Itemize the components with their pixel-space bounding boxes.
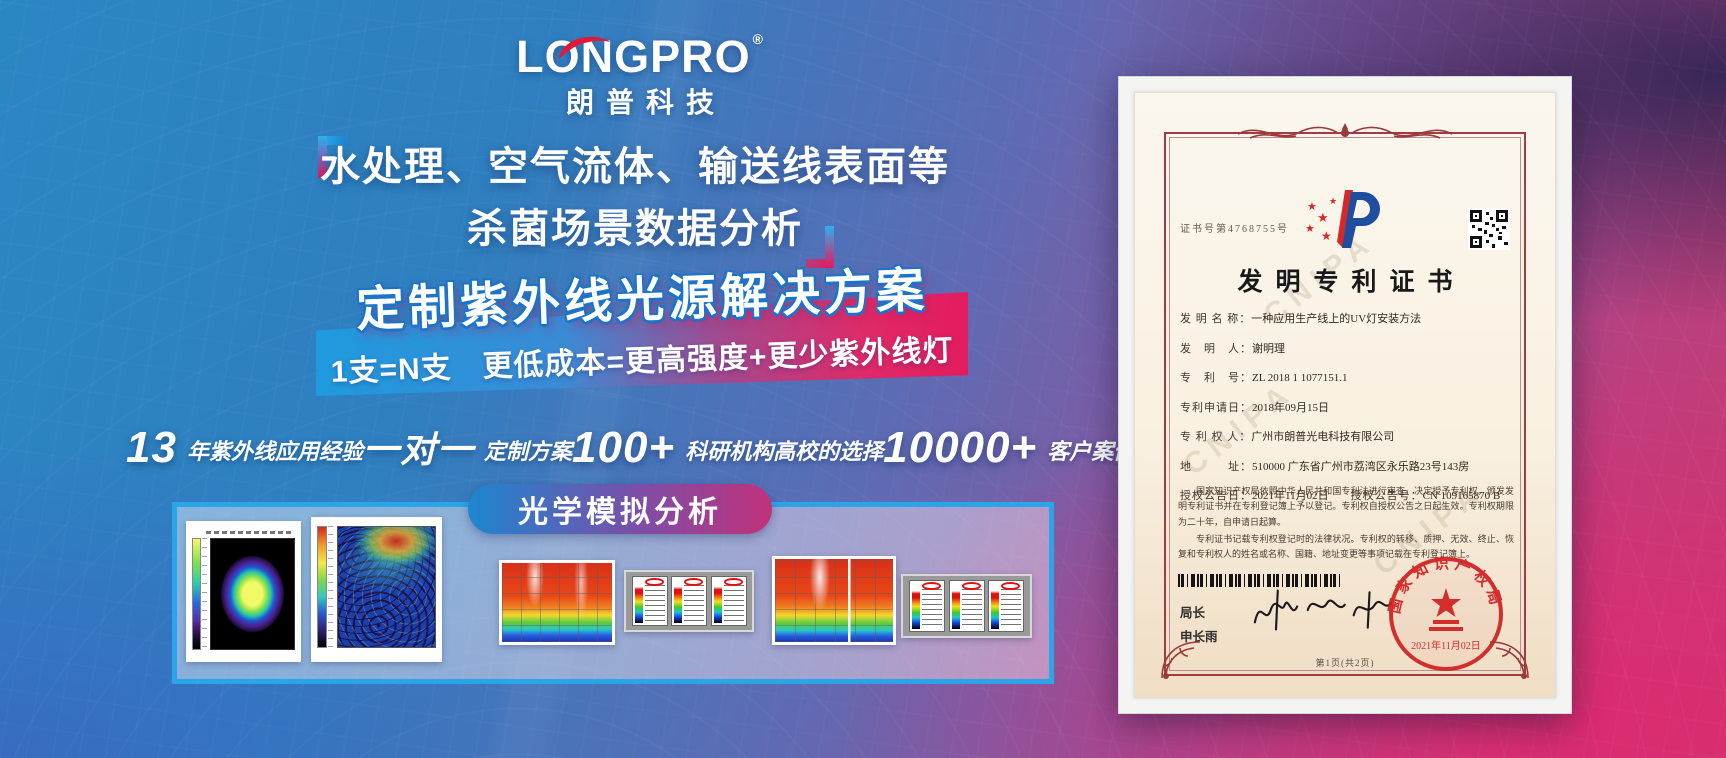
logo-wordmark: LONGPRO ® <box>500 32 780 80</box>
barcode <box>1178 574 1340 587</box>
legend-bar <box>951 588 960 629</box>
stat-label: 定制方案 <box>483 439 572 464</box>
optical-simulation-badge: 光学模拟分析 <box>468 484 772 534</box>
registered-mark: ® <box>752 31 764 47</box>
open-quote-bracket-icon <box>318 136 348 182</box>
legend-ticks <box>921 589 942 628</box>
highlight-ellipse <box>684 578 703 586</box>
stat-one-on-one: 一对一 定制方案 <box>363 432 572 470</box>
highlight-ellipse <box>644 578 664 586</box>
legend-bar <box>911 588 920 629</box>
stat-institutions: 100+ 科研机构高校的选择 <box>572 426 883 470</box>
certificate-fields: 发 明 名 称：一种应用生产线上的UV灯安装方法 发 明 人：谢明理 专 利 号… <box>1180 310 1516 517</box>
certificate-page-footer: 第1页(共2页) <box>1315 658 1375 668</box>
director-name: 申长雨 <box>1180 629 1218 644</box>
certificate-title: 发明专利证书 <box>1237 269 1466 296</box>
body-paragraph-1: 国家知识产权局依照中华人民共和国专利法进行审查，决定授予专利权，颁发发明专利证书… <box>1178 486 1514 527</box>
legend-bar <box>634 584 643 623</box>
certificate-body-text: 国家知识产权局依照中华人民共和国专利法进行审查，决定授予专利权，颁发发明专利证书… <box>1178 484 1514 564</box>
noise-heatmap-area <box>337 526 436 648</box>
logo-swoosh-icon <box>558 36 610 60</box>
headline-line2: 杀菌场景数据分析 <box>467 207 803 251</box>
director-label: 局长 <box>1180 606 1206 620</box>
director-signature <box>1253 589 1392 631</box>
logo-text: LONGPRO <box>516 31 751 82</box>
stat-label: 科研机构高校的选择 <box>685 439 884 464</box>
field-patent-number: 专 利 号：ZL 2018 1 1077151.1 <box>1180 372 1348 384</box>
legend-ticks <box>644 585 665 622</box>
certificate-paper: CNIPA CNIPA CNIPA 证书号第4768755号 ★ ★ ★ ★ ★ <box>1134 92 1556 698</box>
sim-legend-panel-1 <box>624 570 754 632</box>
legend-ticks <box>961 589 982 628</box>
legend-bar <box>991 588 1000 629</box>
heatmap-fill <box>775 559 893 642</box>
sim-heatmap-1 <box>499 560 615 645</box>
director-block: 局长 申长雨 <box>1180 602 1218 650</box>
colorbar-legend <box>948 580 985 632</box>
official-seal: 国家知识产权局 2021年11月02日 <box>1386 555 1503 671</box>
stat-value: 一对一 <box>362 429 474 470</box>
colorbar-legend <box>671 576 707 626</box>
contour-plot-area <box>210 538 295 650</box>
field-invention-name: 发 明 名 称：一种应用生产线上的UV灯安装方法 <box>1180 313 1422 325</box>
legend-ticks <box>684 585 704 622</box>
colorbar-legend <box>908 580 945 632</box>
colorbar-ticks <box>328 526 333 648</box>
colorbar <box>317 526 327 648</box>
stat-years: 13 年紫外线应用经验 <box>126 426 363 470</box>
qr-code <box>1468 208 1510 250</box>
highlight-ellipse <box>1001 582 1021 590</box>
heatmap-fill <box>502 563 612 642</box>
field-filing-date: 专利申请日：2018年09月15日 <box>1180 401 1329 414</box>
stat-label: 年紫外线应用经验 <box>186 439 363 464</box>
highlight-ellipse <box>961 582 981 590</box>
svg-text:★: ★ <box>1329 196 1337 206</box>
legend-bar <box>713 584 722 623</box>
close-quote-bracket-icon <box>804 222 834 268</box>
brand-logo: LONGPRO ® 朗普科技 <box>500 14 780 121</box>
svg-text:★: ★ <box>1321 229 1332 243</box>
field-grant-date-and-number: 授权公告日：2021年11月02日 授权公告号：CN 109165870 B <box>1180 490 1501 502</box>
stat-value: 13 <box>126 423 177 472</box>
colorbar-legend <box>631 576 668 626</box>
sim-plot-title-bar <box>206 531 291 534</box>
sim-plot-contour-blob <box>186 521 301 662</box>
corner-flourish <box>1489 641 1529 679</box>
legend-ticks <box>723 585 744 622</box>
sim-heatmap-2 <box>772 556 896 645</box>
legend-bar <box>674 584 682 623</box>
corner-flourish <box>1161 641 1201 679</box>
sim-legend-panel-2 <box>901 574 1032 638</box>
logo-chinese-name: 朗普科技 <box>565 87 726 119</box>
patent-certificate: CNIPA CNIPA CNIPA 证书号第4768755号 ★ ★ ★ ★ ★ <box>1118 76 1572 714</box>
field-patentee: 专 利 权 人：广州市朗普光电科技有限公司 <box>1180 431 1395 443</box>
field-address: 地 址：510000 广东省广州市荔湾区永乐路23号143房 <box>1180 460 1470 473</box>
seal-date: 2021年11月02日 <box>1411 639 1481 652</box>
certificate-number: 证书号第4768755号 <box>1180 224 1289 235</box>
svg-text:★: ★ <box>1317 210 1329 225</box>
highlight-ellipse <box>723 578 743 586</box>
stat-value: 10000+ <box>883 423 1038 472</box>
colorbar-ticks <box>202 538 207 650</box>
svg-text:★: ★ <box>1307 201 1317 213</box>
colorbar-legend <box>710 576 747 626</box>
colorbar <box>192 538 201 650</box>
sim-plot-noise-heatmap <box>311 517 442 662</box>
svg-text:★: ★ <box>1305 223 1315 235</box>
irradiance-blob <box>211 539 294 649</box>
top-flourish-ornament <box>1237 123 1453 139</box>
colorbar-legend <box>988 580 1025 632</box>
headline-line1: 水处理、空气流体、输送线表面等 <box>320 145 950 189</box>
field-inventor: 发 明 人：谢明理 <box>1180 342 1285 355</box>
body-paragraph-2: 专利证书记载专利权登记时的法律状况。专利权的转移、质押、无效、终止、恢复和专利权… <box>1178 533 1514 560</box>
cnipa-logo: ★ ★ ★ ★ ★ <box>1305 190 1380 248</box>
stats-row: 13 年紫外线应用经验 一对一 定制方案 100+ 科研机构高校的选择 1000… <box>126 412 1179 472</box>
legend-ticks <box>1001 589 1022 628</box>
stat-value: 100+ <box>572 423 676 472</box>
highlight-ellipse <box>921 582 941 590</box>
